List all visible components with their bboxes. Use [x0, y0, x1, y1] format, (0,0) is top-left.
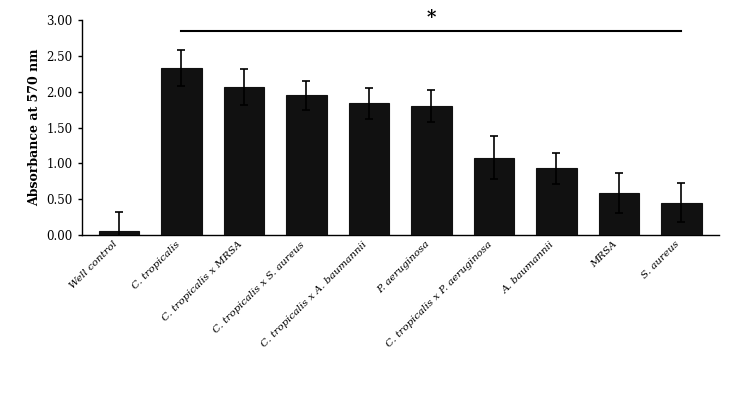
Bar [348, 103, 389, 235]
Bar [599, 193, 639, 235]
Y-axis label: Absorbance at 570 nm: Absorbance at 570 nm [27, 49, 41, 206]
Bar [473, 158, 514, 235]
Bar [411, 106, 452, 235]
Bar [661, 203, 702, 235]
Text: *: * [427, 9, 436, 28]
Bar [536, 168, 576, 235]
Bar [286, 96, 327, 235]
Bar [162, 68, 202, 235]
Bar [99, 231, 139, 235]
Bar [224, 87, 265, 235]
